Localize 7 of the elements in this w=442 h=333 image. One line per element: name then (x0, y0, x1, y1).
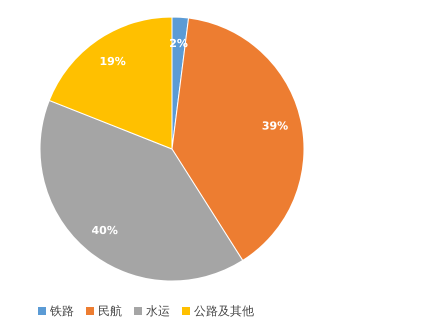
legend-label: 水运 (146, 304, 170, 318)
legend-label: 民航 (98, 304, 122, 318)
legend-label: 公路及其他 (194, 304, 254, 318)
legend-label: 铁路 (49, 304, 74, 318)
data-label: 40% (92, 224, 118, 237)
data-label: 19% (99, 55, 126, 68)
data-label: 39% (262, 119, 288, 132)
